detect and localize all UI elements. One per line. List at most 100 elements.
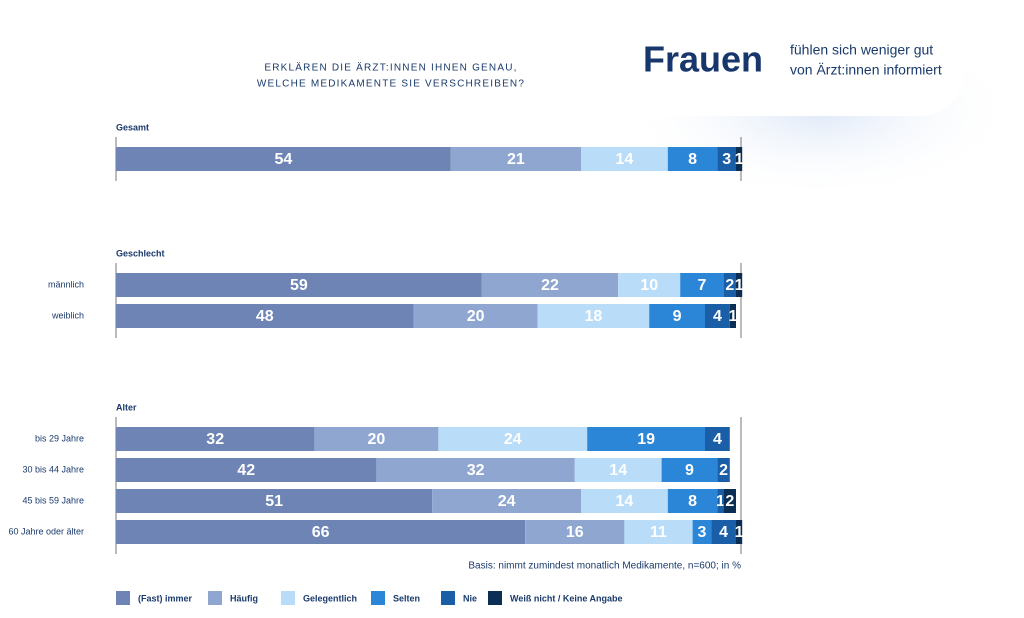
bar-segment xyxy=(705,427,730,451)
bar-segment xyxy=(736,273,743,297)
value-label: 1 xyxy=(735,524,744,541)
category-label: 45 bis 59 Jahre xyxy=(22,495,84,505)
value-label: 4 xyxy=(713,431,722,448)
value-label: 1 xyxy=(735,151,744,168)
value-label: 14 xyxy=(616,493,634,510)
value-label: 66 xyxy=(312,524,330,541)
legend-label: Gelegentlich xyxy=(303,593,357,603)
legend-swatch xyxy=(208,591,222,605)
value-label: 32 xyxy=(467,462,485,479)
bar-segment xyxy=(717,458,730,482)
value-label: 2 xyxy=(725,277,734,294)
bar-segment xyxy=(723,489,736,513)
bar-segment xyxy=(717,489,724,513)
bar-segment xyxy=(481,273,619,297)
bar-segment xyxy=(667,489,718,513)
bar-segment xyxy=(581,489,668,513)
bar-segment xyxy=(736,520,743,544)
bar-segment xyxy=(649,304,705,328)
category-label: 60 Jahre oder älter xyxy=(8,526,84,536)
callout-headline: Frauen xyxy=(643,39,763,80)
bar-segment xyxy=(376,458,575,482)
callout-text: von Ärzt:innen informiert xyxy=(790,62,942,78)
category-label: männlich xyxy=(48,279,84,289)
value-label: 18 xyxy=(585,308,603,325)
category-label: 30 bis 44 Jahre xyxy=(22,464,84,474)
bar-segment xyxy=(736,147,743,171)
group-title: Gesamt xyxy=(116,122,149,132)
value-label: 14 xyxy=(609,462,627,479)
bar-segment xyxy=(661,458,718,482)
bar-segment xyxy=(116,520,526,544)
bar-segment xyxy=(711,520,736,544)
bar-segment xyxy=(624,520,693,544)
category-label: weiblich xyxy=(51,310,84,320)
bar-segment xyxy=(692,520,712,544)
value-label: 9 xyxy=(685,462,694,479)
legend-label: Nie xyxy=(463,593,477,603)
value-label: 48 xyxy=(256,308,274,325)
bar-segment xyxy=(116,273,482,297)
value-label: 11 xyxy=(650,524,667,541)
bar-segment xyxy=(723,273,736,297)
bar-segment xyxy=(587,427,705,451)
group-title: Alter xyxy=(116,402,137,412)
value-label: 8 xyxy=(688,151,697,168)
value-label: 1 xyxy=(735,277,744,294)
value-label: 42 xyxy=(237,462,255,479)
value-label: 16 xyxy=(566,524,584,541)
callout-text: fühlen sich weniger gut xyxy=(790,42,933,58)
legend-label: Häufig xyxy=(230,593,258,603)
bar-segment xyxy=(667,147,718,171)
legend-swatch xyxy=(488,591,502,605)
value-label: 9 xyxy=(673,308,682,325)
value-label: 51 xyxy=(265,493,283,510)
legend-swatch xyxy=(116,591,130,605)
chart-title: WELCHE MEDIKAMENTE SIE VERSCHREIBEN? xyxy=(257,79,525,90)
bar-segment xyxy=(525,520,625,544)
legend-swatch xyxy=(281,591,295,605)
legend-label: Selten xyxy=(393,593,420,603)
bar-segment xyxy=(116,458,377,482)
value-label: 1 xyxy=(728,308,737,325)
bar-segment xyxy=(537,304,650,328)
bar-segment xyxy=(729,304,736,328)
bar-segment xyxy=(116,147,451,171)
value-label: 2 xyxy=(725,493,734,510)
value-label: 32 xyxy=(206,431,224,448)
bar-segment xyxy=(574,458,662,482)
bar-segment xyxy=(413,304,538,328)
bar-segment xyxy=(680,273,724,297)
legend-label: Weiß nicht / Keine Angabe xyxy=(510,593,623,603)
legend-label: (Fast) immer xyxy=(138,593,193,603)
chart-title: ERKLÄREN DIE ÄRZT:INNEN IHNEN GENAU, xyxy=(264,62,517,74)
bar-segment xyxy=(618,273,681,297)
bar-segment xyxy=(116,427,315,451)
value-label: 20 xyxy=(368,431,386,448)
bar-segment xyxy=(705,304,730,328)
bar-segment xyxy=(581,147,668,171)
callout-bubble xyxy=(615,8,964,124)
value-label: 10 xyxy=(640,277,658,294)
value-label: 3 xyxy=(697,524,706,541)
value-label: 1 xyxy=(716,493,725,510)
legend-swatch xyxy=(371,591,385,605)
value-label: 59 xyxy=(290,277,308,294)
value-label: 24 xyxy=(498,493,516,510)
value-label: 7 xyxy=(697,277,706,294)
group-title: Geschlecht xyxy=(116,248,165,258)
value-label: 54 xyxy=(275,151,293,168)
note: Basis: nimmt zumindest monatlich Medikam… xyxy=(468,561,741,572)
value-label: 24 xyxy=(504,431,522,448)
value-label: 14 xyxy=(616,151,634,168)
bar-segment xyxy=(314,427,439,451)
bar-segment xyxy=(438,427,588,451)
bar-segment xyxy=(450,147,581,171)
bar-segment xyxy=(717,147,736,171)
value-label: 8 xyxy=(688,493,697,510)
value-label: 3 xyxy=(722,151,731,168)
value-label: 4 xyxy=(719,524,728,541)
bar-segment xyxy=(116,304,414,328)
value-label: 19 xyxy=(637,431,655,448)
